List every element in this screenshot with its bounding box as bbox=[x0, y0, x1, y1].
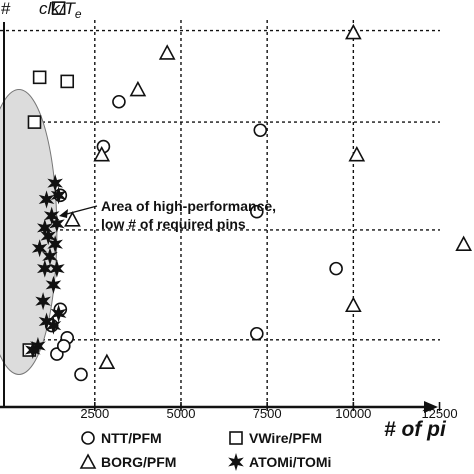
x-tick-label: 7500 bbox=[253, 406, 282, 421]
point-atomi-tomi bbox=[49, 214, 65, 233]
point-vwire-pfm bbox=[27, 115, 42, 129]
y-axis-label-main: clk/T bbox=[39, 0, 77, 18]
point-atomi-tomi bbox=[47, 235, 63, 254]
x-axis-label: # of pi bbox=[384, 418, 447, 441]
point-borg-pfm bbox=[455, 235, 472, 251]
legend-marker-vwire-pfm bbox=[229, 431, 243, 445]
point-atomi-tomi bbox=[35, 292, 51, 311]
legend-label-ntt-pfm: NTT/PFM bbox=[101, 430, 162, 446]
point-atomi-tomi bbox=[30, 336, 46, 355]
x-tick-label: 2500 bbox=[80, 406, 109, 421]
point-atomi-tomi bbox=[38, 190, 55, 209]
x-tick-label: 5000 bbox=[167, 406, 196, 421]
point-ntt-pfm bbox=[250, 326, 264, 341]
y-axis-label: clk/Te bbox=[39, 0, 82, 21]
legend-label-borg-pfm: BORG/PFM bbox=[101, 454, 176, 470]
point-ntt-pfm bbox=[112, 94, 126, 109]
point-borg-pfm bbox=[158, 44, 176, 60]
annotation-arrow bbox=[62, 205, 98, 216]
point-borg-pfm bbox=[93, 145, 111, 162]
point-atomi-tomi bbox=[50, 186, 67, 205]
point-vwire-pfm bbox=[60, 74, 75, 89]
legend: NTT/PFM VWire/PFM BORG/PFM ATOMi/TOMi bbox=[79, 430, 331, 472]
legend-label-atomi-tomi: ATOMi/TOMi bbox=[249, 454, 331, 470]
point-atomi-tomi bbox=[24, 340, 41, 360]
point-ntt-pfm bbox=[250, 204, 264, 219]
gridlines bbox=[0, 20, 440, 407]
point-borg-pfm bbox=[129, 80, 147, 97]
point-vwire-pfm bbox=[32, 70, 47, 85]
point-ntt-pfm bbox=[329, 261, 343, 276]
point-ntt-pfm bbox=[253, 123, 268, 138]
point-vwire-pfm bbox=[51, 1, 66, 15]
annotation-arrowhead bbox=[59, 209, 68, 218]
point-borg-pfm bbox=[348, 145, 366, 162]
point-atomi-tomi bbox=[37, 259, 53, 278]
point-atomi-tomi bbox=[49, 259, 65, 278]
point-borg-pfm bbox=[98, 353, 116, 370]
data-points bbox=[22, 1, 472, 382]
point-borg-pfm bbox=[345, 23, 362, 40]
y-axis-label-left: .# bbox=[0, 0, 11, 18]
point-ntt-pfm bbox=[56, 339, 71, 353]
point-borg-pfm bbox=[64, 211, 81, 227]
legend-marker-atomi-tomi bbox=[228, 452, 244, 472]
point-atomi-tomi bbox=[40, 227, 57, 246]
x-axis-arrowhead bbox=[424, 401, 438, 413]
axes: 2500 5000 7500 10000 12500 bbox=[0, 22, 458, 421]
legend-marker-ntt-pfm bbox=[81, 431, 95, 445]
x-tick-label: 10000 bbox=[335, 406, 371, 421]
annotation-line-1: Area of high-performance, bbox=[101, 198, 276, 214]
point-ntt-pfm bbox=[74, 367, 88, 382]
point-borg-pfm bbox=[345, 296, 362, 313]
x-tick-label: 12500 bbox=[421, 406, 457, 421]
point-atomi-tomi bbox=[45, 316, 62, 335]
annotation-line-2: low # of required pins bbox=[101, 216, 246, 232]
point-atomi-tomi bbox=[31, 239, 48, 258]
legend-label-vwire-pfm: VWire/PFM bbox=[249, 430, 322, 446]
y-axis-label-subscript: e bbox=[75, 7, 82, 21]
legend-marker-borg-pfm bbox=[79, 453, 97, 469]
point-atomi-tomi bbox=[47, 174, 63, 193]
point-atomi-tomi bbox=[50, 304, 67, 323]
point-atomi-tomi bbox=[45, 275, 62, 294]
